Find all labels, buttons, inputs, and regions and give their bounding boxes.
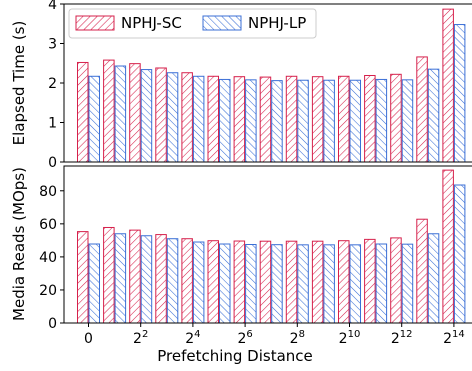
elapsed-time-bar-nphj-lp-0	[88, 75, 100, 163]
media-reads-bar-nphj-lp-0	[88, 243, 100, 324]
x-tick-label: 22	[133, 329, 148, 347]
elapsed-time-bar-nphj-lp-7	[271, 80, 283, 163]
media-reads-bar-nphj-lp-3	[166, 238, 179, 324]
legend-label-nphj-sc: NPHJ-SC	[121, 14, 182, 32]
media-reads-bar-nphj-sc-12	[390, 237, 402, 324]
media-reads-bar-nphj-sc-7	[259, 240, 272, 324]
elapsed-time-bar-nphj-lp-4	[192, 75, 205, 163]
elapsed-time-bar-nphj-sc-3	[155, 67, 167, 163]
elapsed-time-bars	[77, 8, 466, 163]
elapsed-time-bar-nphj-sc-14	[442, 8, 454, 163]
x-tick-label: 212	[391, 329, 413, 347]
media-reads-bar-nphj-sc-4	[181, 238, 193, 324]
media-reads-bar-nphj-lp-11	[375, 243, 388, 324]
media-reads-bar-nphj-sc-3	[155, 234, 167, 324]
elapsed-time-bar-nphj-lp-14	[453, 24, 466, 163]
media-reads-y-axis-label: Media Reads (MOps)	[10, 167, 28, 321]
elapsed-time-bar-nphj-sc-4	[181, 72, 193, 163]
media-reads-bar-nphj-sc-8	[285, 240, 298, 324]
elapsed-time-bar-nphj-lp-3	[166, 72, 179, 163]
media-reads-bar-nphj-sc-9	[311, 240, 324, 324]
media-reads-bar-nphj-lp-7	[271, 244, 283, 324]
media-reads-bar-nphj-lp-2	[140, 235, 153, 324]
elapsed-time-bar-nphj-lp-2	[140, 69, 153, 163]
elapsed-time-y-axis-label: Elapsed Time (s)	[10, 21, 28, 146]
media-reads-bar-nphj-lp-14	[453, 184, 466, 324]
x-axis: 0 22 24 26 28 210 212 214	[84, 323, 465, 347]
media-reads-y-tick-label: 80	[39, 184, 57, 200]
media-reads-bar-nphj-lp-4	[192, 241, 205, 324]
elapsed-time-y-tick-label: 0	[48, 155, 57, 171]
elapsed-time-bar-nphj-sc-10	[338, 75, 350, 163]
x-tick-label: 28	[290, 329, 305, 347]
x-tick-label: 210	[339, 329, 361, 347]
elapsed-time-plot-frame	[63, 3, 472, 163]
media-reads-bar-nphj-sc-5	[207, 240, 219, 324]
media-reads-bar-nphj-lp-13	[427, 233, 440, 324]
elapsed-time-bar-nphj-sc-2	[129, 63, 141, 163]
x-axis-label: Prefetching Distance	[157, 347, 313, 365]
elapsed-time-bar-nphj-sc-12	[390, 73, 402, 163]
media-reads-bar-nphj-lp-9	[323, 244, 335, 324]
legend-swatch-nphj-sc	[75, 15, 115, 31]
elapsed-time-bar-nphj-sc-5	[207, 75, 219, 163]
media-reads-bar-nphj-lp-10	[349, 244, 361, 324]
media-reads-plot-frame	[63, 165, 472, 324]
elapsed-time-y-tick-label: 1	[48, 116, 57, 132]
legend-box	[68, 8, 317, 39]
media-reads-bar-nphj-sc-0	[77, 231, 89, 324]
elapsed-time-bar-nphj-sc-0	[77, 61, 89, 163]
elapsed-time-bar-nphj-lp-8	[297, 79, 309, 163]
media-reads-y-tick-label: 60	[39, 217, 57, 233]
media-reads-bar-nphj-sc-11	[364, 238, 376, 324]
media-reads-bar-nphj-sc-1	[103, 226, 115, 324]
elapsed-time-bar-nphj-sc-6	[233, 76, 246, 163]
media-reads-bar-nphj-sc-13	[416, 218, 428, 324]
elapsed-time-bar-nphj-lp-13	[427, 68, 440, 163]
x-tick-label: 214	[443, 329, 465, 347]
elapsed-time-bar-nphj-sc-8	[285, 75, 298, 163]
elapsed-time-y-tick-label: 4	[48, 0, 57, 13]
elapsed-time-bar-nphj-lp-5	[219, 78, 231, 163]
media-reads-bar-nphj-lp-1	[114, 233, 127, 324]
media-reads-bar-nphj-sc-14	[442, 169, 454, 324]
elapsed-time-bar-nphj-sc-7	[259, 76, 272, 163]
elapsed-time-bar-nphj-lp-6	[245, 79, 257, 163]
legend: NPHJ-SC NPHJ-LP	[68, 8, 317, 39]
elapsed-time-bar-nphj-lp-1	[114, 65, 127, 163]
elapsed-time-bar-nphj-sc-1	[103, 59, 115, 163]
x-tick-label: 24	[185, 329, 200, 347]
elapsed-time-bar-nphj-lp-12	[401, 79, 414, 163]
media-reads-bar-nphj-lp-5	[219, 243, 231, 324]
elapsed-time-y-axis: 0 1 2 3 4	[48, 0, 64, 171]
media-reads-bars	[77, 169, 466, 324]
elapsed-time-y-tick-label: 2	[48, 76, 57, 92]
media-reads-panel: 0 20 40 60 80 Media Reads (MOps) 0 22 24 26 28 21…	[10, 165, 472, 365]
elapsed-time-bar-nphj-sc-13	[416, 56, 428, 163]
elapsed-time-panel: 0 1 2 3 4 Elapsed Time (s) NPHJ-SC NPHJ-LP	[10, 0, 472, 171]
media-reads-bar-nphj-sc-10	[338, 240, 350, 324]
elapsed-time-bar-nphj-lp-10	[349, 79, 361, 163]
media-reads-bar-nphj-lp-12	[401, 243, 414, 324]
elapsed-time-bar-nphj-lp-9	[323, 79, 335, 163]
media-reads-bar-nphj-sc-2	[129, 229, 141, 324]
x-tick-label: 26	[237, 329, 252, 347]
elapsed-time-bar-nphj-sc-11	[364, 74, 376, 163]
media-reads-y-tick-label: 20	[39, 283, 57, 299]
media-reads-bar-nphj-lp-8	[297, 244, 309, 324]
elapsed-time-y-tick-label: 3	[48, 37, 57, 53]
media-reads-bar-nphj-lp-6	[245, 244, 257, 324]
elapsed-time-bar-nphj-lp-11	[375, 78, 388, 163]
elapsed-time-bar-nphj-sc-9	[311, 76, 324, 163]
media-reads-y-tick-label: 40	[39, 250, 57, 266]
media-reads-bar-nphj-sc-6	[233, 240, 246, 324]
media-reads-y-tick-label: 0	[48, 316, 57, 332]
media-reads-y-axis: 0 20 40 60 80	[39, 184, 64, 332]
legend-label-nphj-lp: NPHJ-LP	[248, 14, 306, 32]
legend-swatch-nphj-lp	[202, 15, 242, 31]
x-tick-label: 0	[84, 331, 93, 347]
